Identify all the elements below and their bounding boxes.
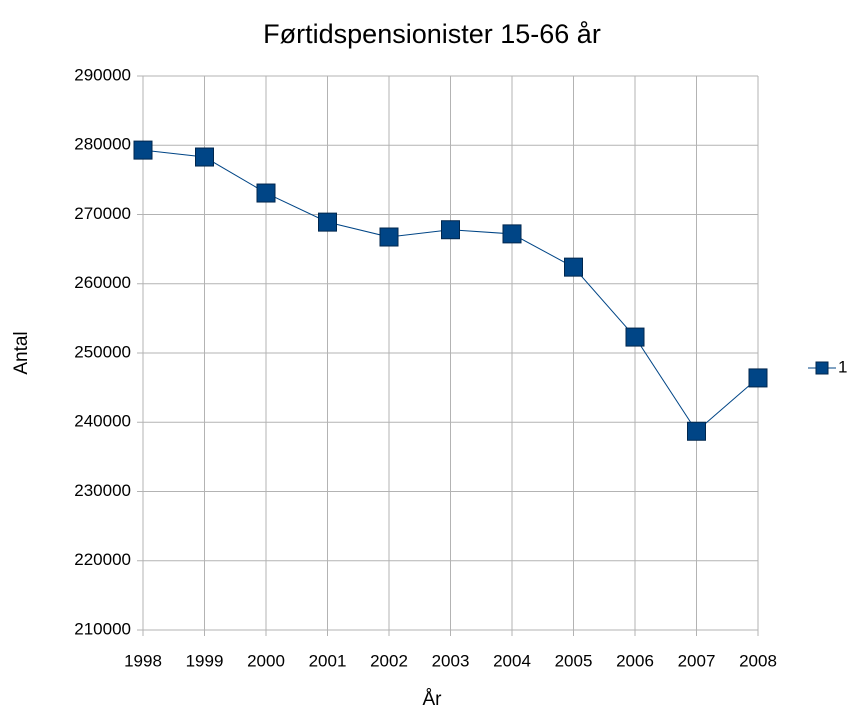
legend-label: 1 [838, 357, 847, 376]
x-tick-label: 2007 [678, 651, 716, 670]
chart-title: Førtidspensionister 15-66 år [263, 19, 601, 49]
y-tick-label: 220000 [74, 550, 131, 569]
x-tick-label: 2002 [370, 651, 408, 670]
x-tick-label: 2003 [432, 651, 470, 670]
x-tick-label: 2000 [247, 651, 285, 670]
data-point [441, 220, 460, 240]
data-point [133, 140, 153, 160]
y-tick-label: 240000 [74, 412, 131, 431]
x-tick-label: 1998 [124, 651, 162, 670]
y-tick-label: 270000 [74, 204, 131, 223]
data-point [564, 257, 583, 277]
legend-marker [815, 361, 829, 375]
data-point [195, 147, 214, 167]
y-tick-label: 260000 [74, 273, 131, 292]
y-tick-label: 280000 [74, 135, 131, 154]
x-axis-label: År [423, 689, 443, 710]
x-tick-label: 2008 [739, 651, 777, 670]
y-tick-label: 290000 [74, 65, 131, 84]
x-tick-label: 2004 [493, 651, 531, 670]
y-axis-label: Antal [11, 331, 32, 374]
x-tick-label: 2001 [309, 651, 347, 670]
x-tick-label: 2005 [555, 651, 593, 670]
data-point [625, 327, 645, 347]
data-point [502, 224, 522, 244]
y-tick-label: 210000 [74, 619, 131, 638]
data-point [256, 183, 276, 203]
data-point [748, 368, 768, 388]
data-point [379, 227, 399, 247]
data-point [687, 421, 706, 441]
data-point [318, 212, 337, 232]
y-tick-label: 250000 [74, 342, 131, 361]
x-tick-label: 1999 [186, 651, 224, 670]
x-tick-label: 2006 [616, 651, 654, 670]
y-tick-label: 230000 [74, 481, 131, 500]
